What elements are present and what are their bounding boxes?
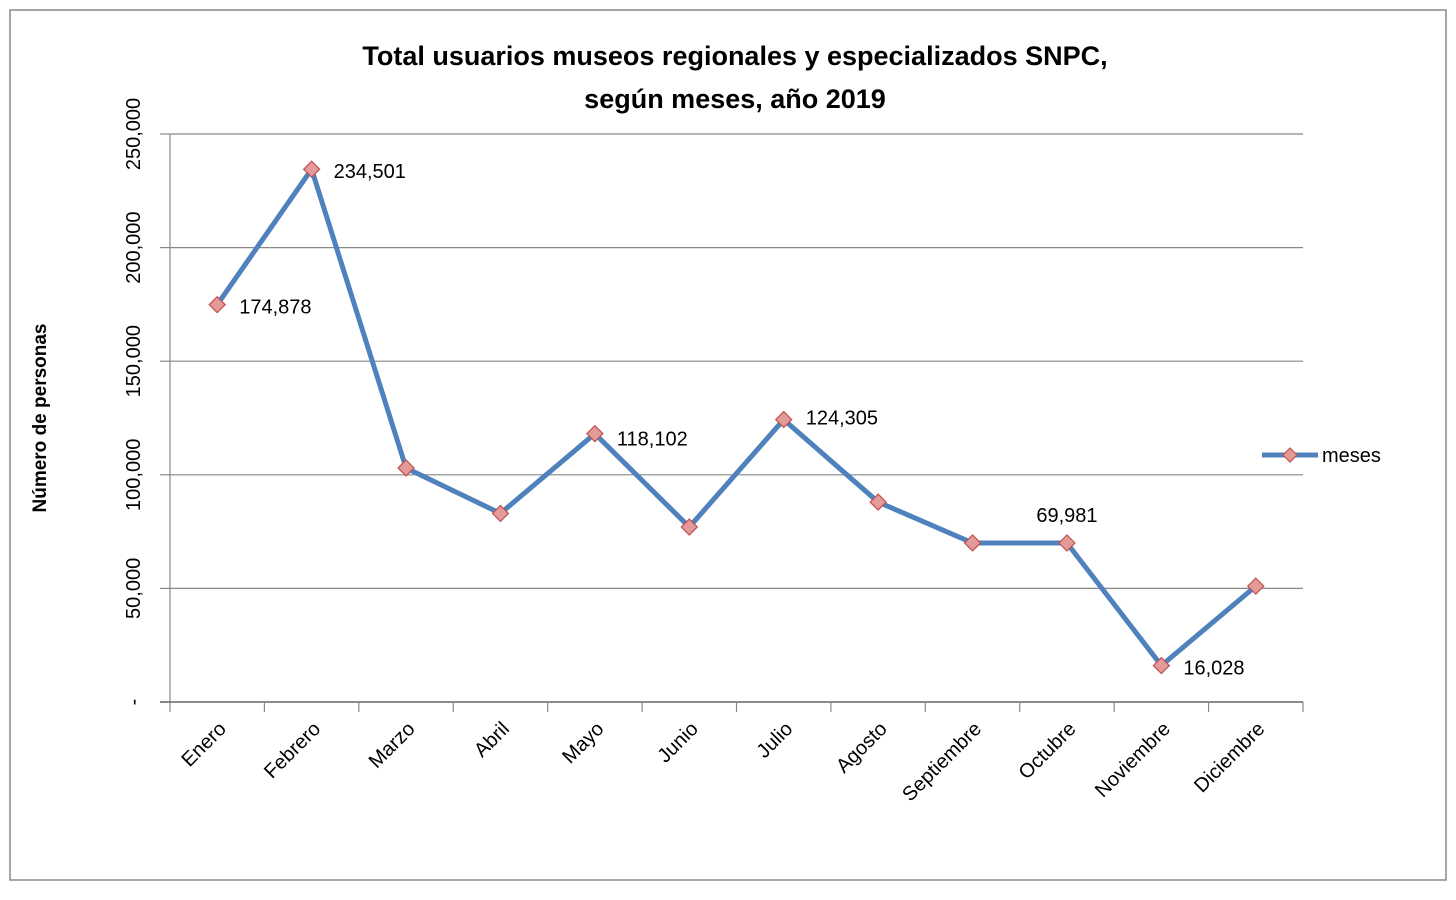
data-label: 16,028 bbox=[1183, 658, 1244, 680]
y-tick-label: 250,000 bbox=[123, 98, 145, 170]
data-label: 124,305 bbox=[806, 408, 878, 430]
marker bbox=[680, 518, 699, 536]
marker bbox=[1152, 656, 1171, 675]
data-label: 174,878 bbox=[239, 297, 311, 319]
y-axis-title: Número de personas bbox=[30, 324, 51, 513]
legend-label: meses bbox=[1322, 445, 1381, 467]
marker bbox=[302, 160, 321, 179]
marker bbox=[869, 493, 887, 511]
chart-border bbox=[9, 9, 1447, 881]
data-label: 234,501 bbox=[334, 161, 406, 183]
y-tick-label: 200,000 bbox=[123, 211, 145, 283]
y-tick-label: - bbox=[123, 699, 145, 706]
chart-title: Total usuarios museos regionales y espec… bbox=[362, 41, 1107, 71]
y-tick-label: 50,000 bbox=[123, 558, 145, 619]
marker bbox=[1058, 534, 1076, 552]
marker bbox=[491, 504, 510, 523]
marker bbox=[586, 424, 604, 443]
marker bbox=[963, 534, 982, 552]
legend-marker bbox=[1282, 447, 1298, 463]
data-label: 118,102 bbox=[617, 429, 688, 451]
marker bbox=[397, 459, 415, 477]
y-tick-label: 150,000 bbox=[123, 325, 145, 397]
marker bbox=[208, 295, 227, 314]
data-label: 69,981 bbox=[1036, 505, 1097, 527]
y-tick-label: 100,000 bbox=[123, 439, 145, 511]
marker bbox=[774, 410, 793, 429]
chart-title: según meses, año 2019 bbox=[584, 84, 886, 114]
series-line bbox=[215, 166, 1258, 669]
marker bbox=[1246, 577, 1265, 595]
